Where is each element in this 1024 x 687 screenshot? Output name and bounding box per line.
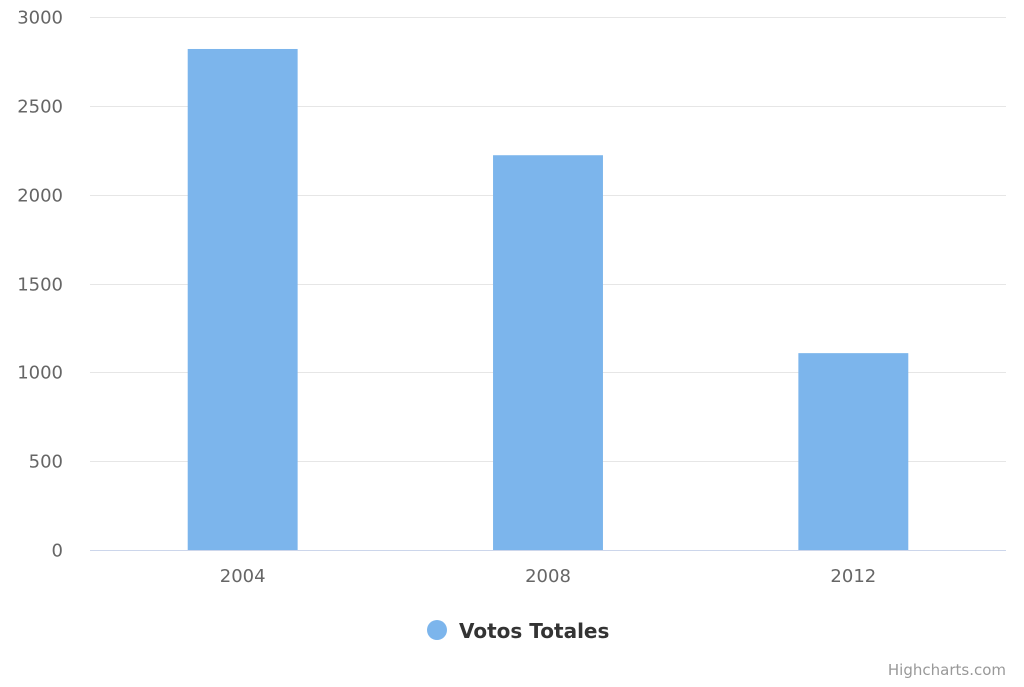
y-tick-label: 500 — [29, 452, 63, 473]
x-tick-label: 2008 — [525, 566, 571, 587]
bar-series — [187, 48, 909, 550]
y-tick-label: 0 — [52, 541, 63, 562]
x-axis-tick-labels: 2004 2008 2012 — [220, 566, 876, 587]
bar-2008[interactable] — [493, 155, 603, 550]
y-tick-label: 1500 — [17, 275, 63, 296]
y-tick-label: 1000 — [17, 363, 63, 384]
y-tick-label: 3000 — [17, 8, 63, 29]
bar-2004[interactable] — [187, 48, 298, 550]
x-tick-label: 2012 — [830, 566, 876, 587]
legend-label-votos-totales[interactable]: Votos Totales — [459, 619, 609, 643]
legend-symbol-icon[interactable] — [427, 620, 447, 640]
y-axis-tick-labels: 0 500 1000 1500 2000 2500 3000 — [17, 8, 63, 562]
bar-2012[interactable] — [798, 353, 909, 550]
y-tick-label: 2500 — [17, 97, 63, 118]
legend[interactable]: Votos Totales — [427, 619, 609, 643]
y-tick-label: 2000 — [17, 186, 63, 207]
credits-link[interactable]: Highcharts.com — [888, 661, 1006, 679]
x-tick-label: 2004 — [220, 566, 266, 587]
